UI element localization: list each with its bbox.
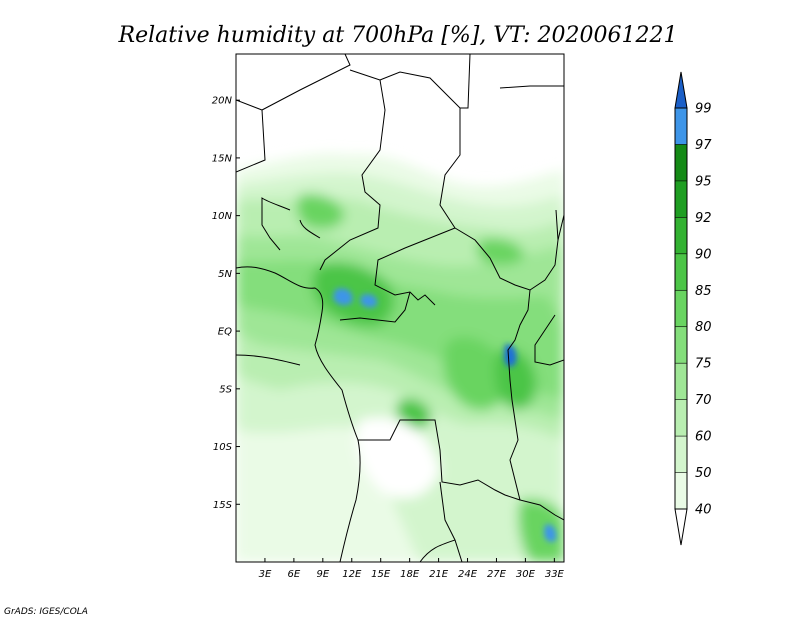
lat-tick-label: 5S <box>219 384 232 395</box>
lon-tick-label: 6E <box>288 569 301 580</box>
lon-tick-label: 21E <box>429 569 449 580</box>
colorbar-label: 97 <box>695 138 712 153</box>
colorbar-label: 99 <box>695 102 712 117</box>
credit-text: GrADS: IGES/COLA <box>4 607 88 617</box>
colorbar-segment <box>675 472 687 509</box>
colorbar-label: 60 <box>695 430 712 445</box>
colorbar-segment <box>675 399 687 437</box>
lat-tick-label: 10S <box>213 442 233 453</box>
map-frame <box>235 53 565 563</box>
lon-tick-label: 15E <box>371 569 391 580</box>
lat-tick-label: 10N <box>212 211 233 222</box>
colorbar-label: 95 <box>695 174 712 189</box>
colorbar-segment <box>675 144 687 181</box>
lat-tick-label: EQ <box>218 327 232 338</box>
colorbar-label: 75 <box>695 357 712 372</box>
map-borders <box>236 54 564 562</box>
colorbar-label: 50 <box>695 466 712 481</box>
colorbar-segment <box>675 326 687 364</box>
longitude-axis: 3E 6E 9E 12E 15E 18E 21E 24E 27E 30E 33E <box>259 558 565 580</box>
lon-tick-label: 30E <box>516 569 536 580</box>
lat-tick-label: 5N <box>218 269 232 280</box>
colorbar-segment <box>675 436 687 473</box>
colorbar-label: 70 <box>695 393 712 408</box>
lon-tick-label: 27E <box>487 569 507 580</box>
map-title: Relative humidity at 700hPa [%], VT: 202… <box>118 23 678 48</box>
lon-tick-label: 24E <box>458 569 478 580</box>
lon-tick-label: 12E <box>342 569 362 580</box>
lat-tick-label: 15N <box>212 153 233 164</box>
colorbar-segment <box>675 363 687 400</box>
lat-tick-label: 15S <box>213 500 233 511</box>
colorbar-label: 92 <box>695 211 712 226</box>
colorbar-under-arrow <box>674 508 688 546</box>
colorbar-over-arrow <box>674 71 688 109</box>
colorbar-segment <box>675 290 687 327</box>
humidity-field <box>236 153 564 562</box>
colorbar: 40 50 60 70 75 80 85 90 92 95 97 99 <box>674 71 712 546</box>
lon-tick-label: 9E <box>316 569 329 580</box>
colorbar-segment <box>675 253 687 291</box>
lon-tick-label: 3E <box>259 569 272 580</box>
latitude-axis: 20N 15N 10N 5N EQ 5S 10S 15S <box>212 96 240 511</box>
lon-tick-label: 18E <box>400 569 420 580</box>
colorbar-label: 40 <box>695 503 712 518</box>
lon-tick-label: 33E <box>545 569 565 580</box>
colorbar-label: 80 <box>695 320 712 335</box>
colorbar-segment <box>675 108 687 145</box>
colorbar-segment <box>675 217 687 254</box>
colorbar-label: 90 <box>695 247 712 262</box>
colorbar-label: 85 <box>695 284 712 299</box>
lat-tick-label: 20N <box>212 96 233 107</box>
colorbar-segment <box>675 180 687 218</box>
